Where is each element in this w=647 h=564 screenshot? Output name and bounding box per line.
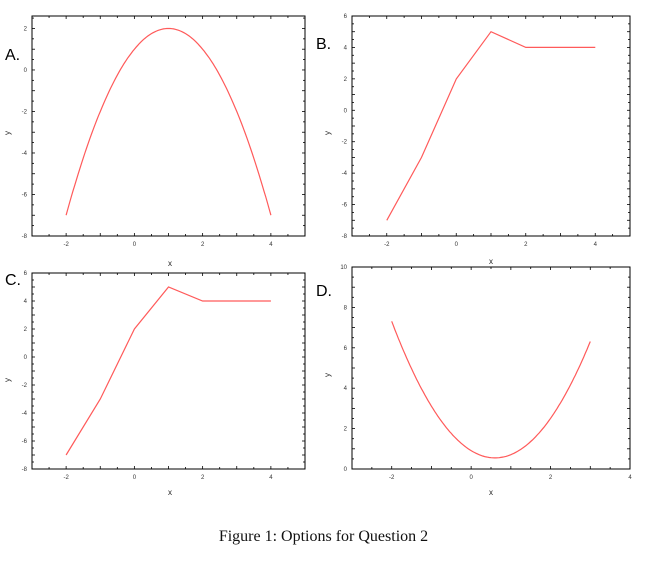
chart-2-x-axis-label: x: [489, 257, 493, 266]
chart-2-plot-frame: [351, 15, 631, 237]
chart-3-y-tick-label: 2: [24, 327, 28, 333]
chart-4-y-tick-label: 6: [344, 346, 348, 352]
figure-caption: Figure 1: Options for Question 2: [218, 528, 429, 545]
chart-2-y-tick-label: -4: [342, 171, 348, 177]
chart-2-y-tick-label: 6: [344, 14, 348, 20]
chart-1-panel-label: A.: [5, 47, 20, 64]
chart-1-series-line: [65, 27, 272, 216]
chart-1-x-tick-label: 2: [201, 242, 205, 248]
chart-3-series-line: [65, 286, 271, 456]
chart-4-panel-label: D.: [316, 283, 332, 300]
chart-1-y-tick-label: -8: [22, 234, 28, 240]
chart-1-x-tick-label: 4: [269, 242, 273, 248]
chart-3-y-axis-label: y: [3, 378, 12, 382]
chart-1-plot-frame: [31, 15, 306, 237]
chart-4-y-tick-label: 0: [344, 467, 348, 473]
chart-2-y-tick-label: -6: [342, 203, 348, 209]
chart-1-y-tick-label: -6: [22, 192, 28, 198]
chart-3-y-tick-label: 0: [24, 355, 28, 361]
chart-2-y-tick-label: 4: [344, 45, 348, 51]
chart-3-y-tick-label: -6: [22, 439, 28, 445]
chart-4-x-tick-label: 2: [549, 475, 553, 481]
chart-1-y-tick-label: -4: [22, 151, 28, 157]
chart-2-series-line: [386, 30, 596, 221]
chart-1-y-tick-label: -2: [22, 109, 28, 115]
chart-2-x-tick-label: 0: [455, 242, 459, 248]
chart-3-y-tick-label: 4: [24, 299, 28, 305]
chart-3-x-axis-label: x: [168, 488, 172, 497]
chart-2-panel-label: B.: [316, 36, 331, 53]
chart-3-panel-label: C.: [5, 272, 21, 289]
chart-1-y-tick-label: 0: [24, 68, 28, 74]
chart-4-y-tick-label: 4: [344, 386, 348, 392]
chart-4-x-tick-label: -2: [389, 475, 395, 481]
chart-4-x-tick-label: 4: [628, 475, 632, 481]
chart-4-x-axis-label: x: [489, 488, 493, 497]
chart-4-series-line: [391, 321, 591, 459]
chart-2-x-tick-label: -2: [384, 242, 390, 248]
chart-3-plot-frame: [31, 272, 306, 470]
chart-4-plot-frame: [351, 266, 631, 470]
chart-3-x-tick-label: 0: [133, 475, 137, 481]
chart-4-y-tick-label: 8: [344, 305, 348, 311]
chart-1-y-axis-label: y: [3, 131, 12, 135]
chart-3-y-tick-label: -4: [22, 411, 28, 417]
chart-1-x-axis-label: x: [168, 259, 172, 268]
chart-3-y-tick-label: 6: [24, 271, 28, 277]
chart-1-x-tick-label: 0: [133, 242, 137, 248]
chart-2-x-tick-label: 2: [524, 242, 528, 248]
chart-2-y-tick-label: 0: [344, 108, 348, 114]
chart-3-y-tick-label: -2: [22, 383, 28, 389]
chart-4-y-tick-label: 10: [340, 265, 347, 271]
chart-3-x-tick-label: 2: [201, 475, 205, 481]
chart-3-x-tick-label: 4: [269, 475, 273, 481]
chart-4-x-tick-label: 0: [469, 475, 473, 481]
chart-2-x-tick-label: 4: [594, 242, 598, 248]
chart-2-y-tick-label: -2: [342, 140, 348, 146]
chart-3-y-tick-label: -8: [22, 467, 28, 473]
chart-1-y-tick-label: 2: [24, 26, 28, 32]
chart-4-y-tick-label: 2: [344, 427, 348, 433]
chart-1-x-tick-label: -2: [63, 242, 69, 248]
chart-4-y-axis-label: y: [323, 373, 332, 377]
chart-2-y-axis-label: y: [323, 131, 332, 135]
chart-2-y-tick-label: 2: [344, 77, 348, 83]
chart-2-y-tick-label: -8: [342, 234, 348, 240]
chart-3-x-tick-label: -2: [63, 475, 69, 481]
